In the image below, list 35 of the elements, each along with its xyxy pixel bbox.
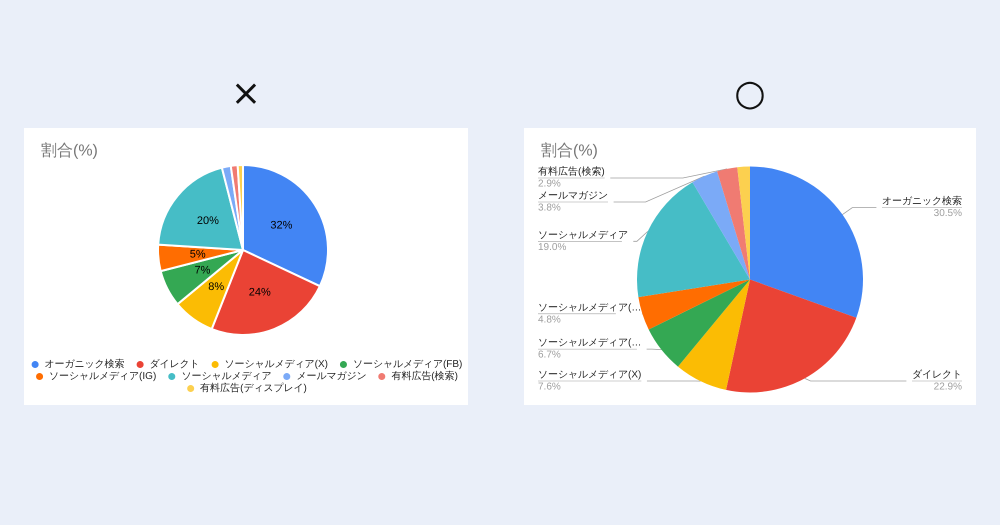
data-label: 7.6%	[538, 382, 561, 392]
data-label: 8%	[208, 280, 224, 293]
chart-title: 割合(%)	[541, 142, 598, 160]
data-label: 30.5%	[934, 208, 962, 220]
data-label: 19.0%	[538, 242, 566, 253]
data-label: 20%	[196, 214, 220, 227]
legend-label: メールマガジン	[296, 371, 366, 382]
data-label: 7%	[194, 264, 211, 277]
data-label: 22.9%	[934, 382, 962, 392]
slice-label: ソーシャルメディア(…	[538, 302, 642, 314]
slice-label: ソーシャルメディア(…	[538, 338, 642, 349]
text: ×	[230, 73, 262, 114]
slice-label: ソーシャルメディア(X)	[538, 370, 642, 380]
slice-label: ダイレクト	[912, 368, 962, 380]
legend-label: ソーシャルメディア	[181, 371, 272, 382]
data-label: 6.7%	[538, 350, 561, 361]
data-label: 3.8%	[538, 202, 561, 214]
slice-label: 有料広告(検索)	[538, 166, 605, 178]
data-label: 32%	[270, 220, 293, 232]
legend-label: 有料広告(ディスプレイ)	[200, 382, 307, 394]
legend-label: ソーシャルメディア(FB)	[352, 359, 462, 370]
slice-label: ソーシャルメディア	[538, 230, 628, 241]
data-label: 4.8%	[538, 314, 561, 326]
slice-label: オーガニック検索	[882, 195, 962, 208]
legend-label: ダイレクト	[150, 358, 200, 370]
chart-title: 割合(%)	[41, 142, 98, 160]
legend-label: ソーシャルメディア(IG)	[49, 371, 156, 382]
data-label: 5%	[190, 248, 206, 260]
data-label: 24%	[248, 286, 271, 298]
legend-label: オーガニック検索	[44, 358, 125, 370]
legend-label: 有料広告(検索)	[391, 370, 458, 382]
data-label: 2.9%	[538, 178, 561, 190]
legend-label: ソーシャルメディア(X)	[224, 359, 328, 370]
slice-label: メールマガジン	[538, 190, 608, 202]
text: ○	[734, 73, 766, 114]
